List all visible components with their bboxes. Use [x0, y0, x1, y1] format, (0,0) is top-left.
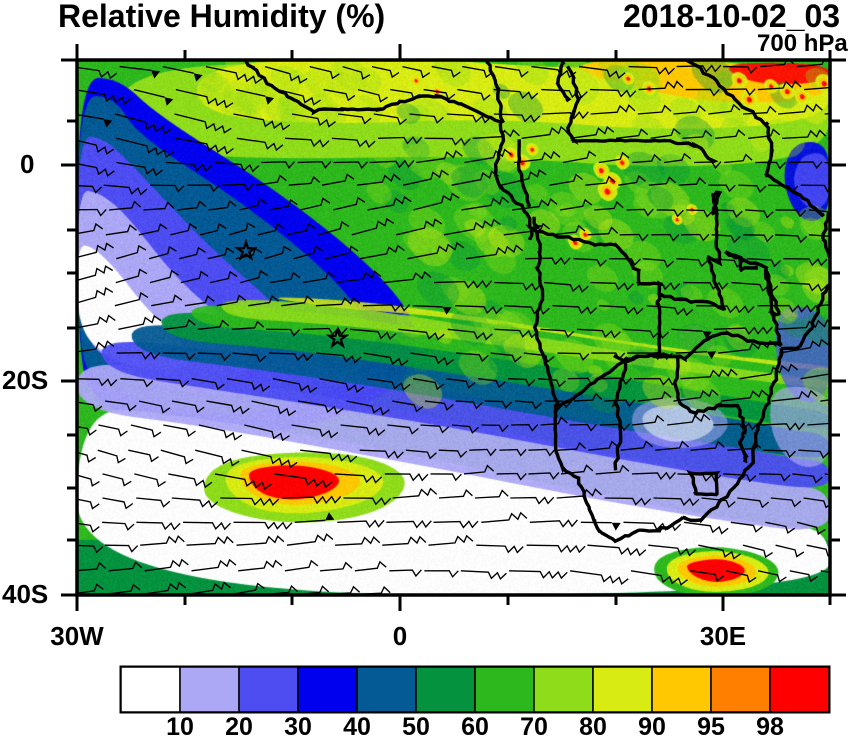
- svg-text:20: 20: [225, 713, 253, 741]
- svg-text:0: 0: [20, 149, 34, 179]
- svg-text:40S: 40S: [2, 579, 48, 609]
- svg-text:50: 50: [402, 713, 430, 741]
- svg-text:30E: 30E: [700, 621, 746, 651]
- svg-text:40: 40: [343, 713, 371, 741]
- svg-text:70: 70: [520, 713, 548, 741]
- svg-text:0: 0: [393, 621, 407, 651]
- svg-text:98: 98: [756, 713, 784, 741]
- svg-text:80: 80: [579, 713, 607, 741]
- svg-text:30: 30: [284, 713, 312, 741]
- svg-text:60: 60: [461, 713, 489, 741]
- svg-text:95: 95: [697, 713, 725, 741]
- svg-text:10: 10: [166, 713, 194, 741]
- svg-text:90: 90: [638, 713, 666, 741]
- svg-text:30W: 30W: [50, 621, 104, 651]
- svg-text:20S: 20S: [2, 365, 48, 395]
